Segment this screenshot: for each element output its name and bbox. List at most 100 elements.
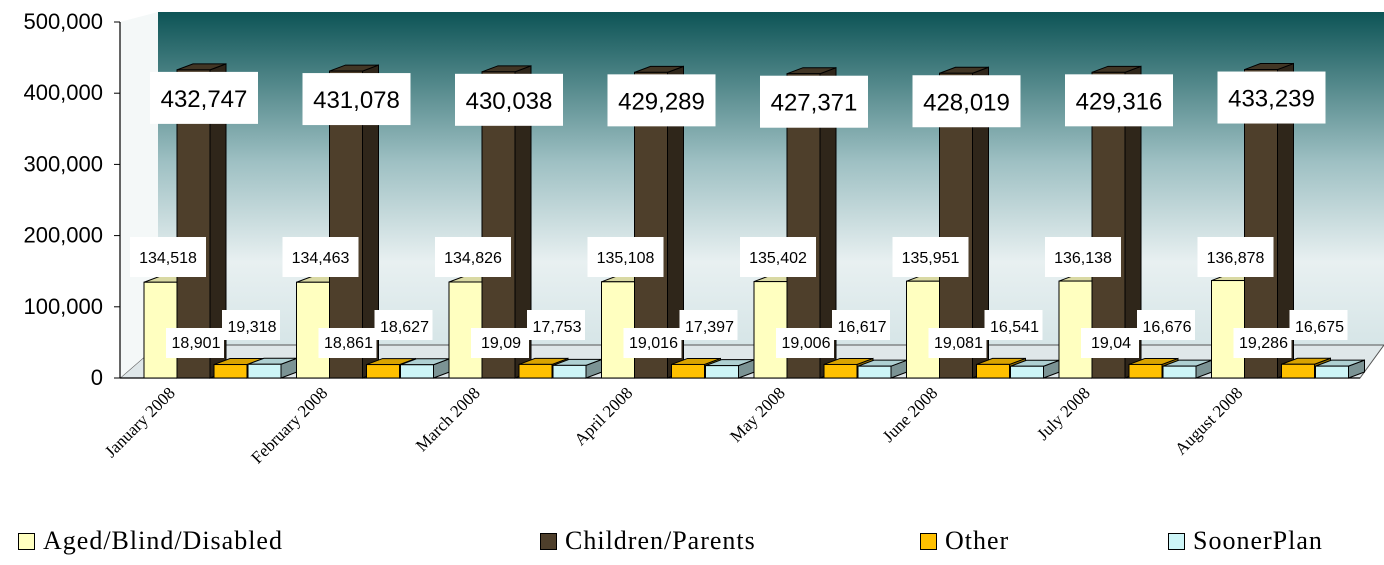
bar-front xyxy=(1128,363,1163,379)
bar-front xyxy=(400,364,434,379)
data-label-aged-blind-disabled: 135,108 xyxy=(597,250,655,267)
data-label-box xyxy=(1045,237,1121,277)
data-label-aged-blind-disabled: 136,138 xyxy=(1054,250,1112,267)
data-label-box xyxy=(222,310,280,340)
bar-front xyxy=(213,364,248,379)
data-label-soonerplan: 19,318 xyxy=(228,319,277,336)
data-label-aged-blind-disabled: 134,463 xyxy=(292,250,350,267)
data-label-soonerplan: 18,627 xyxy=(380,319,429,336)
data-label-soonerplan: 16,676 xyxy=(1143,319,1192,336)
data-label-box xyxy=(282,237,359,277)
data-label-box xyxy=(374,310,433,340)
data-label-box xyxy=(776,328,834,358)
x-category-label: January 2008 xyxy=(101,383,179,461)
legend-label: SoonerPlan xyxy=(1193,526,1323,555)
data-label-children-parents: 431,078 xyxy=(313,87,400,114)
y-tick-label: 500,000 xyxy=(23,9,103,34)
data-label-other: 19,016 xyxy=(629,335,678,352)
legend: Aged/Blind/Disabled Children/Parents Oth… xyxy=(0,526,1384,562)
data-label-other: 18,861 xyxy=(324,335,373,352)
data-label-other: 19,09 xyxy=(481,335,521,352)
bar-front xyxy=(976,363,1010,379)
legend-label: Children/Parents xyxy=(565,526,756,555)
data-label-box xyxy=(679,310,738,340)
data-label-other: 19,286 xyxy=(1239,335,1288,352)
legend-item-other: Other xyxy=(920,526,1009,556)
y-tick-label: 400,000 xyxy=(23,80,103,105)
data-label-children-parents: 429,316 xyxy=(1076,88,1163,115)
data-label-aged-blind-disabled: 134,826 xyxy=(444,250,502,267)
data-label-box xyxy=(130,237,206,277)
legend-label: Other xyxy=(945,526,1010,555)
bar-soonerplan xyxy=(552,358,603,379)
data-label-aged-blind-disabled: 136,878 xyxy=(1207,250,1265,267)
data-label-box xyxy=(984,310,1043,340)
data-label-box xyxy=(1289,310,1348,340)
legend-swatch xyxy=(1168,532,1185,550)
data-label-box xyxy=(760,75,868,128)
data-label-children-parents: 428,019 xyxy=(923,89,1010,116)
bar-soonerplan xyxy=(247,357,298,379)
y-tick-label: 0 xyxy=(91,365,103,390)
bar-front xyxy=(247,363,282,379)
data-label-box xyxy=(928,328,987,358)
bar-front xyxy=(1162,365,1197,379)
bar-soonerplan xyxy=(1162,359,1213,379)
data-label-box xyxy=(1081,328,1139,358)
bar-front xyxy=(705,365,739,379)
bar-soonerplan xyxy=(1315,359,1365,379)
data-label-aged-blind-disabled: 134,518 xyxy=(139,250,197,267)
data-label-box xyxy=(1065,74,1173,127)
data-label-children-parents: 433,239 xyxy=(1228,86,1315,113)
bar-front xyxy=(1010,365,1044,379)
legend-swatch xyxy=(920,532,937,550)
bar-front xyxy=(1281,363,1315,379)
y-tick-label: 100,000 xyxy=(23,294,103,319)
data-label-box xyxy=(150,71,258,124)
data-label-other: 18,901 xyxy=(172,335,221,352)
legend-item-soonerplan: SoonerPlan xyxy=(1168,526,1323,556)
x-category-label: August 2008 xyxy=(1171,383,1246,458)
y-axis-ticks: 0 100,000 200,000 300,000 400,000 500,000 xyxy=(23,9,120,390)
data-label-box xyxy=(892,237,969,277)
data-label-box xyxy=(166,328,224,358)
bar-soonerplan xyxy=(705,358,755,379)
bar-soonerplan xyxy=(857,359,908,379)
x-category-label: February 2008 xyxy=(247,383,331,467)
data-label-soonerplan: 17,397 xyxy=(685,319,734,336)
x-category-label: May 2008 xyxy=(726,383,789,446)
x-category-label: July 2008 xyxy=(1033,383,1094,444)
data-label-box xyxy=(471,328,529,358)
data-label-box xyxy=(1197,237,1274,277)
data-label-box xyxy=(587,237,664,277)
legend-item-children-parents: Children/Parents xyxy=(540,526,756,556)
data-label-box xyxy=(740,237,816,277)
data-label-children-parents: 429,289 xyxy=(618,88,705,115)
data-label-children-parents: 427,371 xyxy=(771,90,858,117)
bar-front xyxy=(671,363,705,379)
data-label-other: 19,081 xyxy=(934,335,983,352)
legend-swatch xyxy=(18,532,35,550)
data-label-box xyxy=(912,75,1021,128)
bar-front xyxy=(1315,365,1349,379)
data-label-box xyxy=(1233,328,1292,358)
x-category-label: June 2008 xyxy=(879,383,942,446)
data-label-box xyxy=(623,328,682,358)
legend-label: Aged/Blind/Disabled xyxy=(43,526,283,555)
legend-item-aged-blind-disabled: Aged/Blind/Disabled xyxy=(18,526,283,556)
bar-front xyxy=(366,364,400,379)
x-category-label: April 2008 xyxy=(570,383,636,449)
data-label-box xyxy=(607,74,716,127)
data-label-soonerplan: 16,675 xyxy=(1295,319,1344,336)
data-label-other: 19,04 xyxy=(1091,335,1131,352)
data-label-children-parents: 432,747 xyxy=(161,86,248,113)
data-label-box xyxy=(1137,310,1195,340)
data-label-aged-blind-disabled: 135,951 xyxy=(902,250,960,267)
category-labels: January 2008 February 2008 March 2008 April… xyxy=(101,383,1246,467)
data-label-box xyxy=(1217,71,1326,124)
bar-front xyxy=(857,365,892,379)
bar-front xyxy=(552,364,587,379)
data-label-soonerplan: 16,541 xyxy=(990,319,1039,336)
data-label-children-parents: 430,038 xyxy=(466,88,553,115)
bar-soonerplan xyxy=(400,358,450,379)
